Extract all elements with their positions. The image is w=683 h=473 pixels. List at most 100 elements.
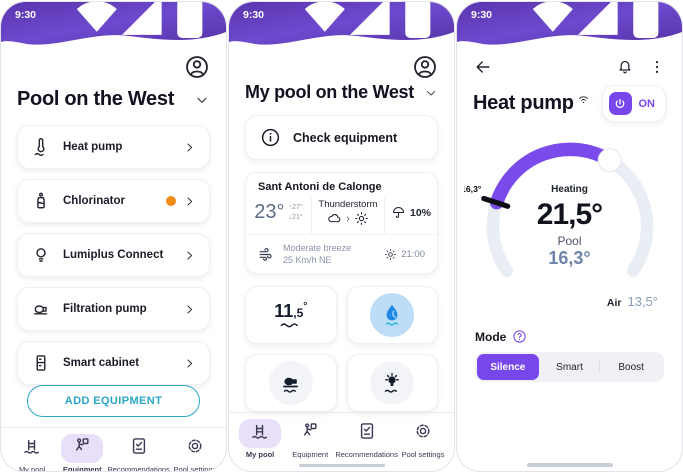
nav-item-my-pool[interactable]: My pool xyxy=(7,434,57,471)
equipment-label: Filtration pump xyxy=(63,303,147,315)
gauge-tick-label: 16,3° xyxy=(464,184,482,194)
header-wave-shape xyxy=(229,2,454,45)
nav-item-pool-settings[interactable]: Pool settings xyxy=(398,419,448,459)
battery-icon xyxy=(405,2,431,38)
water-drop-icon xyxy=(386,305,399,326)
equipment-label: Smart cabinet xyxy=(63,357,140,369)
wifi-icon xyxy=(76,2,117,32)
umbrella-icon xyxy=(392,207,405,218)
list-item-smart-cabinet[interactable]: Smart cabinet xyxy=(17,341,210,385)
check-equipment-button[interactable]: Check equipment xyxy=(245,115,438,160)
page-title: Heat pump xyxy=(473,92,574,114)
mode-option-boost[interactable]: Boost xyxy=(618,361,644,373)
chlorinator-icon xyxy=(37,192,45,209)
alert-status-dot xyxy=(166,196,176,206)
sunset-icon xyxy=(385,248,397,260)
cabinet-icon xyxy=(36,355,46,371)
wind-speed: 25 Km/h NE xyxy=(283,255,332,266)
gauge-mode-label: Heating xyxy=(551,184,588,195)
pump-icon xyxy=(34,305,48,315)
screen-equipment: 9:30 Pool on the West Heat pump Chlorina… xyxy=(0,1,227,472)
nav-label: Recommendations xyxy=(335,450,398,460)
weather-location: Sant Antoni de Calonge xyxy=(258,181,382,193)
weather-card[interactable]: Sant Antoni de Calonge 23° ↑27° ↓21° Thu… xyxy=(245,172,438,275)
help-icon[interactable] xyxy=(512,329,527,344)
nav-label: My pool xyxy=(245,450,275,460)
equipment-label: Chlorinator xyxy=(63,195,125,207)
nav-label: Equipment xyxy=(292,450,329,460)
lighting-tile[interactable] xyxy=(346,354,438,413)
water-temp-degree: ° xyxy=(303,301,308,313)
air-label: Air xyxy=(606,297,622,309)
nav-item-my-pool[interactable]: My pool xyxy=(235,419,285,459)
mode-segmented-control: Silence Smart Boost xyxy=(475,352,664,382)
list-item-filtration-pump[interactable]: Filtration pump xyxy=(17,287,210,331)
battery-icon xyxy=(633,2,659,38)
home-indicator[interactable] xyxy=(526,463,613,467)
nav-label: Recommendations xyxy=(107,465,170,472)
kebab-menu-icon[interactable] xyxy=(648,58,666,76)
target-temperature: 21,5° xyxy=(536,198,603,231)
nav-label: Equipment xyxy=(62,465,102,472)
pump-tile[interactable] xyxy=(245,354,337,413)
pool-temperature: 16,3° xyxy=(548,248,591,268)
wave-icon xyxy=(280,323,298,328)
screen-my-pool: 9:30 My pool on the West Check equipment… xyxy=(228,1,455,472)
pool-ladder-icon xyxy=(24,439,40,454)
status-bar: 9:30 xyxy=(229,2,454,38)
header-wave: 9:30 xyxy=(229,2,454,48)
device-wifi-icon xyxy=(578,96,588,104)
back-arrow-icon[interactable] xyxy=(473,57,493,77)
gear-icon xyxy=(416,424,430,438)
water-temp-int: 11 xyxy=(274,301,294,322)
weather-condition: Thunderstorm xyxy=(318,199,378,210)
chevron-down-icon[interactable] xyxy=(194,92,210,108)
equipment-label: Heat pump xyxy=(63,141,123,153)
nav-label: Pool settings xyxy=(173,465,217,472)
wind-name: Moderate breeze xyxy=(283,243,352,253)
home-indicator[interactable] xyxy=(298,464,385,467)
list-item-lumiplus-connect[interactable]: Lumiplus Connect xyxy=(17,233,210,277)
signal-icon xyxy=(121,2,162,35)
profile-icon[interactable] xyxy=(184,54,210,80)
equipment-list: Heat pump Chlorinator Lumiplus Connect F… xyxy=(1,111,226,385)
mode-option-smart[interactable]: Smart xyxy=(539,354,601,380)
temperature-gauge[interactable]: 16,3° Heating 21,5° Pool 16,3° xyxy=(464,132,676,292)
water-temperature-tile[interactable]: 11,5° xyxy=(245,286,337,345)
nav-item-equipment[interactable]: Equipment xyxy=(57,434,107,472)
add-equipment-button[interactable]: ADD EQUIPMENT xyxy=(27,385,200,417)
cloud-icon xyxy=(328,214,341,223)
check-equipment-label: Check equipment xyxy=(293,130,398,145)
bell-icon[interactable] xyxy=(616,58,634,76)
current-temperature: 23° xyxy=(254,201,285,223)
mode-option-silence[interactable]: Silence xyxy=(477,354,539,380)
equipment-icon xyxy=(304,423,317,436)
nav-item-equipment[interactable]: Equipment xyxy=(285,419,335,459)
gauge-tick xyxy=(480,195,510,209)
water-quality-tile[interactable] xyxy=(346,286,438,345)
pump-icon xyxy=(282,377,298,393)
list-item-chlorinator[interactable]: Chlorinator xyxy=(17,179,210,223)
pool-ladder-icon xyxy=(252,425,268,439)
nav-item-recommendations[interactable]: Recommendations xyxy=(335,419,398,459)
profile-icon[interactable] xyxy=(412,54,438,80)
water-temp-dec: ,5 xyxy=(293,306,304,321)
battery-icon xyxy=(177,2,203,38)
nav-item-pool-settings[interactable]: Pool settings xyxy=(170,434,220,472)
status-bar: 9:30 xyxy=(1,2,226,38)
sunset-time: 21:00 xyxy=(401,248,425,260)
power-toggle[interactable]: ON xyxy=(601,85,666,122)
wifi-icon xyxy=(304,2,345,32)
gauge-handle[interactable] xyxy=(597,148,622,173)
wifi-icon xyxy=(532,2,573,32)
checklist-icon xyxy=(132,438,145,454)
list-item-heat-pump[interactable]: Heat pump xyxy=(17,125,210,169)
gear-icon xyxy=(188,439,202,453)
chevron-down-icon[interactable] xyxy=(424,86,438,100)
precipitation-chance: 10% xyxy=(409,206,431,219)
chevron-right-icon xyxy=(187,359,193,367)
nav-item-recommendations[interactable]: Recommendations xyxy=(107,434,170,472)
nav-label: Pool settings xyxy=(401,450,445,460)
equipment-label: Lumiplus Connect xyxy=(63,249,164,261)
screen-heat-pump: 9:30 Heat pump ON xyxy=(456,1,683,472)
